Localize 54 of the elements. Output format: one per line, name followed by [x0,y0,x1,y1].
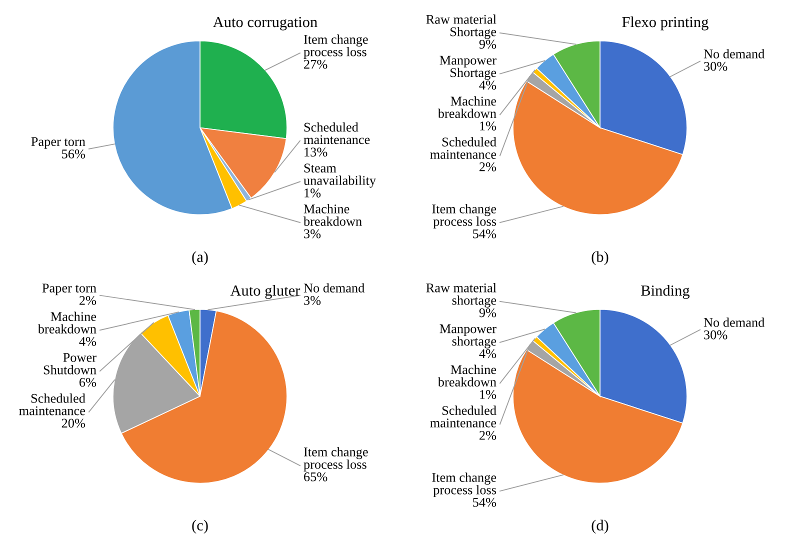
slice-label: Item change process loss [432,472,496,498]
slice-label: Manpower Shortage [440,56,496,80]
text: (a) [192,251,208,266]
data-label: 3% [304,229,321,238]
chart-title: Binding [641,284,690,299]
slice-label: Item change process loss [304,447,368,472]
data-label: 20% [62,418,86,428]
text: (d) [592,520,608,534]
slice-label: Scheduled maintenance [304,122,370,144]
data-label: 3% [304,296,321,305]
data-label: 27% [304,60,328,69]
slice-label: Raw material shortage [426,283,496,308]
data-label: 54% [473,498,496,507]
slice-label: No demand [704,318,765,327]
data-label: 2% [480,430,496,440]
slice-label: Item change process loss [432,204,496,229]
data-label: 54% [473,229,496,238]
chart-title: Auto corrugation [212,16,318,30]
data-label: 4% [479,349,496,358]
data-label: 1% [480,122,496,130]
slice-label: Item change process loss [304,34,368,59]
data-label: 6% [80,378,96,387]
slice-label: Power Shutdown [44,353,96,374]
slice-label: Scheduled maintenance [430,137,496,159]
data-label: 4% [79,336,96,346]
slice-label: Steam unavailability [304,164,376,188]
data-label: 56% [62,150,86,158]
data-label: 9% [479,308,496,318]
slice-label: Machine breakdown [38,312,96,334]
data-label: 1% [304,188,321,198]
slice-label: Machine breakdown [438,364,496,387]
slice-label: Raw material Shortage [426,14,496,39]
data-label: 30% [704,62,728,71]
text: (c) [192,520,208,534]
text: (b) [592,251,608,266]
chart-title: Flexo printing [622,16,708,30]
slice-label: Machine breakdown [303,204,362,226]
slice-label: Manpower shortage [440,324,496,348]
data-label: 2% [80,296,96,305]
data-label: 65% [304,472,328,482]
data-label: 4% [479,80,496,90]
data-label: 2% [480,162,496,172]
slice-label: No demand [704,49,765,58]
slice-label: Scheduled maintenance [430,406,496,428]
data-label: 13% [304,148,328,157]
chart-title: Auto gluter [230,284,300,299]
slice-label: Paper torn [31,137,86,149]
slice-label: No demand [304,283,365,292]
data-label: 1% [480,390,496,399]
slice-label: Paper torn [42,284,96,296]
data-label: 9% [479,40,496,49]
slice-label: Scheduled maintenance [19,394,86,416]
slice-label: Machine breakdown [438,96,496,118]
data-label: 30% [704,330,728,340]
